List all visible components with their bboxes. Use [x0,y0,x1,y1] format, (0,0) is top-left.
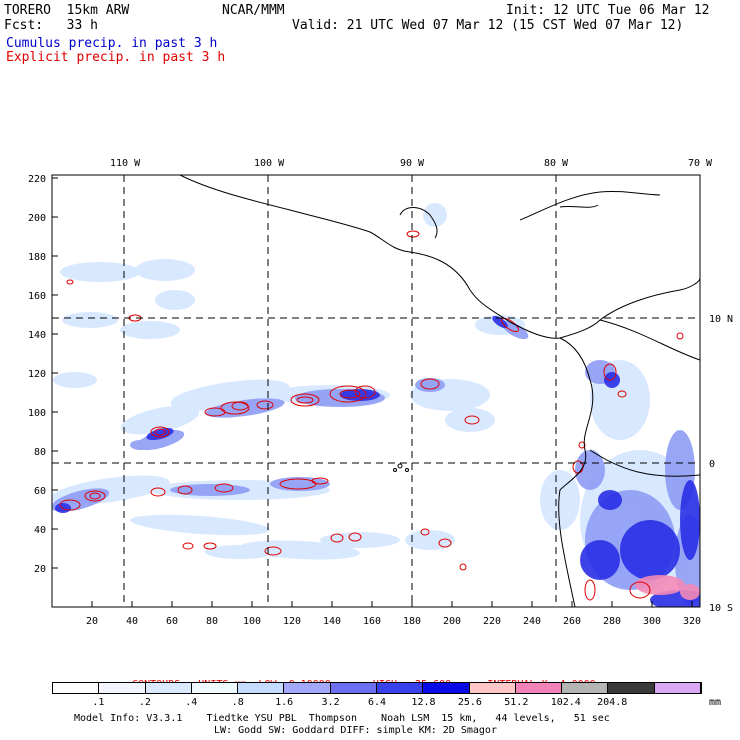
colorbar-label: .4 [185,697,198,708]
coastline [179,175,700,607]
colorbar-swatch [515,683,563,693]
colorbar-swatch [145,683,192,693]
colorbar-unit: mm [709,697,722,708]
valid-time: Valid: 21 UTC Wed 07 Mar 12 (15 CST Wed … [292,18,684,33]
model-name: TORERO 15km ARW [4,3,130,18]
colorbar-swatch [284,683,331,693]
colorbar-swatch [99,683,146,693]
y-tick-label: 100 [28,408,46,419]
lon-label-80w: 80 W [544,158,569,169]
colorbar-label: .8 [231,697,244,708]
axis-tick-labels: 20 40 60 80 100 120 140 160 180 200 220 240 260 280 30… [28,174,701,627]
colorbar-swatch [469,683,516,693]
colorbar-label: 1.6 [275,697,294,708]
y-tick-label: 80 [34,447,46,458]
y-tick-label: 120 [28,369,46,380]
y-tick-label: 200 [28,213,46,224]
colorbar-label: 102.4 [550,697,581,708]
x-tick-label: 60 [166,616,178,627]
explicit-legend: Explicit precip. in past 3 h [6,50,226,65]
model-info-line1: Model Info: V3.3.1 Tiedtke YSU PBL Thomp… [74,713,610,724]
plot-frame [51,174,701,608]
forecast-hour: Fcst: 33 h [4,18,98,33]
lat-label-10s: 10 S [709,603,733,614]
x-tick-label: 280 [603,616,621,627]
y-tick-label: 60 [34,486,46,497]
lon-label-90w: 90 W [400,158,425,169]
colorbar-swatch [562,683,609,693]
colorbar-swatch [654,683,701,693]
x-tick-label: 100 [243,616,261,627]
x-tick-label: 80 [206,616,218,627]
x-tick-label: 40 [126,616,138,627]
model-info-line2: LW: Godd SW: Goddard DIFF: simple KM: 2D… [214,725,497,736]
x-tick-label: 320 [683,616,701,627]
organization-label: NCAR/MMM [222,3,285,18]
lon-label-100w: 100 W [254,158,285,169]
x-tick-label: 200 [443,616,461,627]
x-tick-label: 160 [363,616,381,627]
lon-label-110w: 110 W [110,158,141,169]
x-tick-label: 300 [643,616,661,627]
colorbar-label: 51.2 [504,697,529,708]
x-tick-label: 260 [563,616,581,627]
colorbar-label: 6.4 [367,697,387,708]
colorbar-label: 25.6 [457,697,482,708]
colorbar-swatch [608,683,655,693]
colorbar-swatch [238,683,285,693]
x-tick-label: 120 [283,616,301,627]
cumulus-legend: Cumulus precip. in past 3 h [6,36,218,51]
y-tick-label: 140 [28,330,46,341]
axis-ticks [52,177,693,607]
colorbar-label: 3.2 [321,697,340,708]
precip-field [52,203,700,607]
colorbar [52,682,702,694]
lat-label-0: 0 [709,459,715,470]
x-tick-label: 140 [323,616,341,627]
y-tick-label: 160 [28,291,46,302]
colorbar-label: 12.8 [411,697,436,708]
colorbar-label: .2 [138,697,151,708]
init-time: Init: 12 UTC Tue 06 Mar 12 [506,3,710,18]
y-tick-label: 20 [34,564,46,575]
x-tick-label: 240 [523,616,541,627]
y-tick-label: 220 [28,174,46,185]
y-tick-label: 180 [28,252,46,263]
y-tick-label: 40 [34,525,46,536]
x-tick-label: 180 [403,616,421,627]
lon-label-70w: 70 W [688,158,713,169]
colorbar-swatch [423,683,470,693]
colorbar-swatch [53,683,100,693]
colorbar-label: 204.8 [597,697,628,708]
colorbar-swatch [376,683,424,693]
colorbar-swatch [191,683,239,693]
x-tick-label: 20 [86,616,98,627]
colorbar-swatch [330,683,377,693]
colorbar-label: .1 [92,697,105,708]
lat-label-10n: 10 N [709,314,733,325]
x-tick-label: 220 [483,616,501,627]
lat-lon-grid [52,175,700,607]
